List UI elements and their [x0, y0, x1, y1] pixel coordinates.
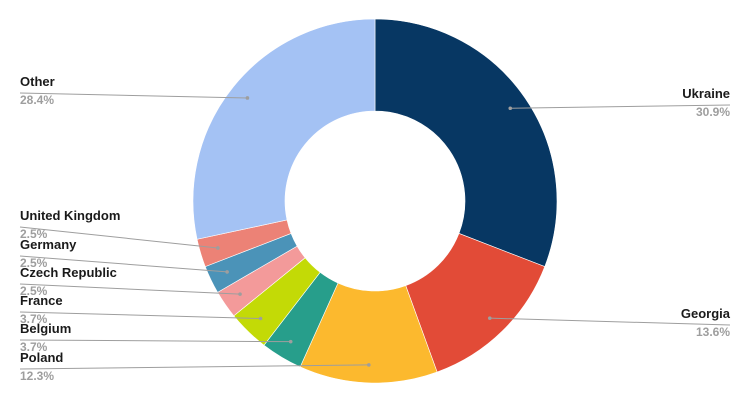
value-belgium: 3.7%	[20, 340, 48, 354]
leader-dot-germany	[225, 270, 229, 274]
leader-france	[19, 311, 261, 320]
leader-germany	[19, 255, 228, 273]
value-georgia: 13.6%	[696, 325, 730, 339]
leader-dot-belgium	[288, 339, 293, 344]
leader-georgia	[489, 317, 731, 326]
value-poland: 12.3%	[20, 369, 54, 383]
leader-dot-united-kingdom	[216, 246, 220, 250]
leader-czech-republic	[19, 283, 241, 295]
leader-other	[19, 92, 248, 99]
slice-ukraine	[374, 18, 558, 267]
leader-dot-poland	[367, 363, 371, 367]
value-ukraine: 30.9%	[696, 105, 730, 119]
leader-united-kingdom	[19, 226, 218, 249]
value-other: 28.4%	[20, 93, 54, 107]
leader-ukraine	[510, 104, 731, 109]
leader-dot-france	[258, 316, 263, 321]
label-ukraine: Ukraine	[682, 86, 730, 101]
leader-dot-czech-republic	[238, 292, 242, 296]
slice-other	[192, 18, 376, 240]
label-czech-republic: Czech Republic	[20, 265, 117, 280]
value-germany: 2.5%	[20, 256, 48, 270]
leader-dot-georgia	[487, 316, 492, 320]
label-poland: Poland	[20, 350, 63, 365]
value-united-kingdom: 2.5%	[20, 227, 48, 241]
leader-belgium	[19, 339, 291, 343]
value-france: 3.7%	[20, 312, 48, 326]
leader-poland	[19, 364, 369, 370]
label-germany: Germany	[20, 237, 77, 252]
label-other: Other	[20, 74, 55, 89]
label-georgia: Georgia	[681, 306, 731, 321]
label-france: France	[20, 293, 63, 308]
value-czech-republic: 2.5%	[20, 284, 48, 298]
label-united-kingdom: United Kingdom	[20, 208, 120, 223]
leader-dot-other	[245, 96, 250, 100]
leader-dot-ukraine	[508, 106, 513, 111]
label-belgium: Belgium	[20, 321, 71, 336]
